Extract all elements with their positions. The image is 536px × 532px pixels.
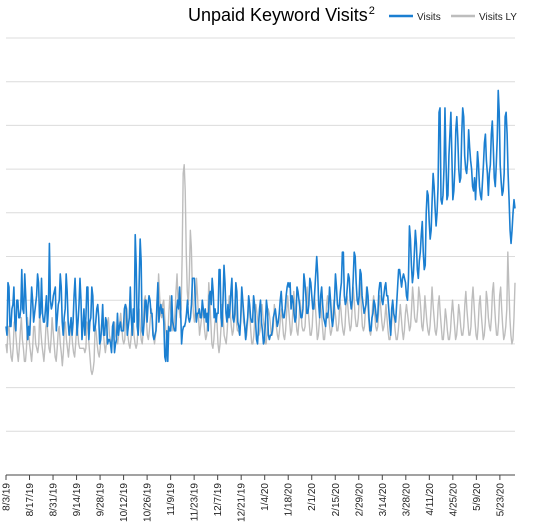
- visits-ly-line: [5, 164, 516, 376]
- x-tick-label: 2/1/20: [307, 483, 318, 511]
- x-tick-label: 4/11/20: [425, 483, 436, 516]
- y-gridlines: [6, 37, 515, 432]
- x-tick-label: 1/4/20: [260, 483, 271, 511]
- x-tick-label: 12/7/19: [213, 483, 224, 517]
- x-tick-label: 10/26/19: [143, 483, 154, 522]
- x-tick-label: 5/9/20: [472, 483, 483, 511]
- x-tick-label: 11/23/19: [190, 483, 201, 522]
- legend-label-visits: Visits: [417, 12, 441, 23]
- visits-line: [5, 89, 516, 363]
- chart-legend: Visits Visits LY: [389, 12, 517, 23]
- x-tick-label: 2/29/20: [354, 483, 365, 517]
- x-tick-label: 12/21/19: [237, 483, 248, 522]
- x-axis: 8/3/19 8/17/19 8/31/19 9/14/19 9/28/19 10/12/…: [2, 474, 515, 522]
- x-tick-label: 3/14/20: [378, 483, 389, 517]
- x-tick-label: 1/18/20: [284, 483, 295, 517]
- x-tick-label: 8/3/19: [2, 483, 13, 511]
- x-tick-label: 8/17/19: [25, 483, 36, 517]
- chart-title-superscript: 2: [369, 5, 375, 17]
- series-layer: [5, 89, 516, 376]
- chart-title: Unpaid Keyword Visits: [188, 5, 368, 25]
- x-tick-label: 9/28/19: [96, 483, 107, 517]
- x-tick-label: 8/31/19: [49, 483, 60, 517]
- chart-title-group: Unpaid Keyword Visits 2: [188, 5, 375, 25]
- x-tick-label: 2/15/20: [331, 483, 342, 517]
- x-tick-label: 4/25/20: [448, 483, 459, 517]
- legend-label-visits-ly: Visits LY: [479, 12, 517, 23]
- x-tick-label: 5/23/20: [495, 483, 506, 517]
- x-tick-label: 10/12/19: [119, 483, 130, 522]
- x-tick-label: 11/9/19: [166, 483, 177, 516]
- x-tick-label: 3/28/20: [401, 483, 412, 517]
- x-tick-label: 9/14/19: [72, 483, 83, 517]
